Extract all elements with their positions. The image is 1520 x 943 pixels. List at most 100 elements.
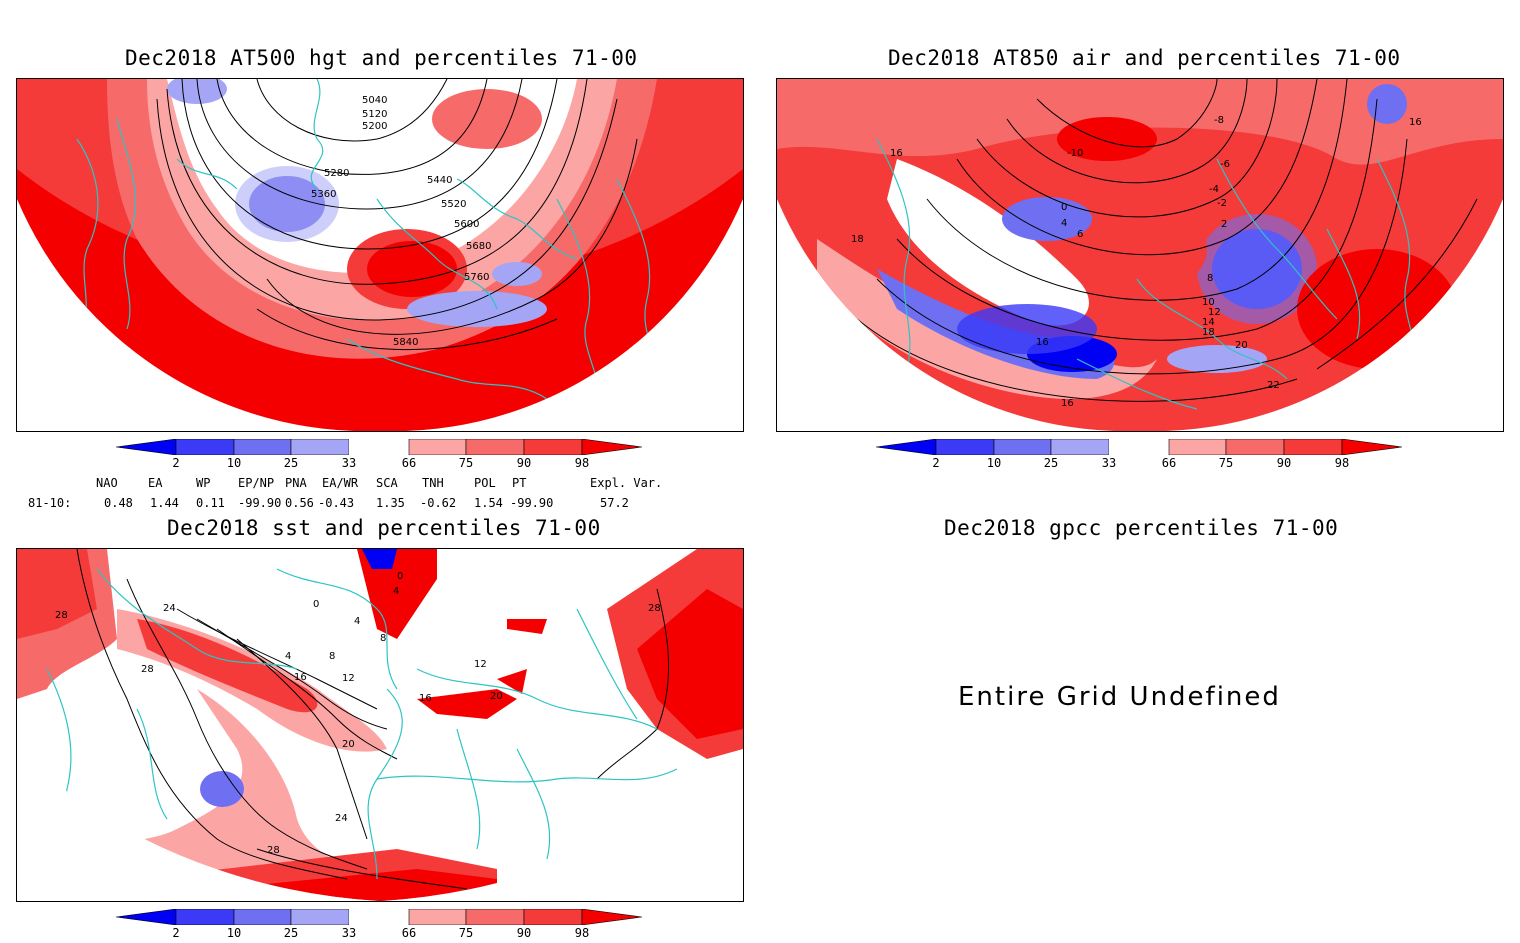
colorbar-sst-tick-label: 98 xyxy=(574,926,590,940)
index-header: PNA xyxy=(285,476,307,490)
air-contour-label: 0 xyxy=(1061,202,1067,213)
index-value: -0.43 xyxy=(318,496,355,510)
index-header-row: NAO EA WP EP/NP PNA EA/WR SCA TNH POL PT Expl. Var… xyxy=(0,476,760,492)
hgt-contour-label: 5520 xyxy=(441,199,466,210)
air-contour-label: 22 xyxy=(1267,380,1280,391)
air-contour-label: 6 xyxy=(1077,229,1083,240)
index-value: 1.35 xyxy=(376,496,405,510)
colorbar-air-swatch-below-2 xyxy=(876,439,937,455)
colorbar-air-tick-label: 66 xyxy=(1161,456,1177,470)
index-row-label: 81-10: xyxy=(28,496,72,510)
index-value: -99.90 xyxy=(238,496,282,510)
colorbar-air-tick-label: 2 xyxy=(932,456,940,470)
colorbar-sst-tick-label: 10 xyxy=(226,926,242,940)
colorbar-hgt-swatch-25-33 xyxy=(290,439,350,455)
colorbar-air-swatch-66-75 xyxy=(1168,439,1227,455)
air-map: -8 -10 -6 -4 -2 0 2 4 6 8 10 12 14 16 18… xyxy=(777,79,1503,431)
hgt-map: 5040 5120 5200 5280 5360 5440 5520 5600 … xyxy=(17,79,743,431)
colorbar-air-tick-label: 90 xyxy=(1276,456,1292,470)
air-map-panel: -8 -10 -6 -4 -2 0 2 4 6 8 10 12 14 16 18… xyxy=(776,78,1504,432)
index-header: Expl. Var. xyxy=(590,476,663,490)
air-contour-label: 10 xyxy=(1202,297,1215,308)
colorbar-hgt-swatch-66-75 xyxy=(408,439,467,455)
hgt-contour-label: 5680 xyxy=(466,241,491,252)
hgt-contour-label: 5840 xyxy=(393,337,418,348)
colorbar-hgt-swatch-2-10 xyxy=(175,439,235,455)
colorbar-hgt-tick-label: 2 xyxy=(172,456,180,470)
hgt-contour-label: 5360 xyxy=(311,189,336,200)
colorbar-sst-swatch-above-98 xyxy=(581,909,642,925)
sst-contour-label: 24 xyxy=(335,813,348,824)
colorbar-air-swatch-2-10 xyxy=(935,439,995,455)
index-header: EP/NP xyxy=(238,476,275,490)
colorbar-hgt-tick-label: 10 xyxy=(226,456,242,470)
colorbar-air: 2 10 25 33 66 75 90 98 xyxy=(876,439,1402,473)
colorbar-sst-tick-label: 33 xyxy=(341,926,357,940)
index-value: 1.44 xyxy=(150,496,179,510)
index-header: EA xyxy=(148,476,163,490)
gpcc-undefined-message: Entire Grid Undefined xyxy=(958,682,1281,712)
air-contour-label: 14 xyxy=(1202,317,1215,328)
index-header: WP xyxy=(196,476,211,490)
gpcc-panel-title: Dec2018 gpcc percentiles 71-00 xyxy=(944,516,1339,540)
sst-contour-label: 24 xyxy=(163,603,176,614)
hgt-contour-label: 5600 xyxy=(454,219,479,230)
sst-contour-label: 4 xyxy=(354,616,360,627)
sst-contour-label: 20 xyxy=(490,691,503,702)
index-header: SCA xyxy=(376,476,398,490)
sst-contour-label: 28 xyxy=(55,610,68,621)
colorbar-hgt-swatch-75-90 xyxy=(465,439,525,455)
air-contour-label: 4 xyxy=(1061,218,1067,229)
colorbar-hgt: 2 10 25 33 66 75 90 98 xyxy=(116,439,642,473)
index-header: PT xyxy=(512,476,527,490)
hgt-contour-label: 5200 xyxy=(362,121,387,132)
air-contour-label: 2 xyxy=(1221,219,1227,230)
colorbar-sst-tick-label: 25 xyxy=(283,926,299,940)
colorbar-sst-swatch-90-98 xyxy=(523,909,583,925)
air-panel-title: Dec2018 AT850 air and percentiles 71-00 xyxy=(888,46,1401,70)
air-contour-label: 12 xyxy=(1208,307,1221,318)
colorbar-sst-swatch-66-75 xyxy=(408,909,467,925)
sst-panel-title: Dec2018 sst and percentiles 71-00 xyxy=(167,516,601,540)
colorbar-hgt-tick-label: 98 xyxy=(574,456,590,470)
colorbar-hgt-swatch-above-98 xyxy=(581,439,642,455)
sst-map: 28 28 24 0 4 4 8 8 12 16 12 16 20 20 24 … xyxy=(17,549,743,901)
colorbar-air-swatches xyxy=(876,439,1402,455)
colorbar-sst-swatch-25-33 xyxy=(290,909,350,925)
air-contour-label: 20 xyxy=(1235,340,1248,351)
hgt-contour-label: 5760 xyxy=(464,272,489,283)
index-header: TNH xyxy=(422,476,444,490)
colorbar-hgt-tick-label: 90 xyxy=(516,456,532,470)
colorbar-air-swatch-25-33 xyxy=(1050,439,1110,455)
air-contour-label: -8 xyxy=(1214,115,1224,126)
index-value: 57.2 xyxy=(600,496,629,510)
air-contour-label: -6 xyxy=(1220,159,1230,170)
index-value: -0.62 xyxy=(420,496,457,510)
sst-contour-label: 28 xyxy=(141,664,154,675)
air-contour-label: 16 xyxy=(1409,117,1422,128)
index-value-row: 81-10: 0.48 1.44 0.11 -99.90 0.56 -0.43 1.35 -0… xyxy=(0,496,760,512)
index-value: 0.48 xyxy=(104,496,133,510)
index-header: NAO xyxy=(96,476,118,490)
colorbar-hgt-tick-label: 66 xyxy=(401,456,417,470)
colorbar-air-tick-label: 10 xyxy=(986,456,1002,470)
colorbar-sst-tick-label: 66 xyxy=(401,926,417,940)
colorbar-air-swatch-10-25 xyxy=(993,439,1052,455)
air-contour-label: 16 xyxy=(1036,337,1049,348)
hgt-contour-label: 5280 xyxy=(324,168,349,179)
hgt-contour-label: 5440 xyxy=(427,175,452,186)
colorbar-sst-swatch-below-2 xyxy=(116,909,177,925)
colorbar-sst-swatch-75-90 xyxy=(465,909,525,925)
colorbar-sst-tick-label: 2 xyxy=(172,926,180,940)
colorbar-air-tick-label: 75 xyxy=(1218,456,1234,470)
sst-contour-label: 8 xyxy=(380,633,386,644)
colorbar-sst: 2 10 25 33 66 75 90 98 xyxy=(116,909,642,943)
air-contour-label: 8 xyxy=(1207,273,1213,284)
colorbar-hgt-swatch-33-66 xyxy=(349,439,409,455)
air-contour-label: -2 xyxy=(1217,198,1227,209)
sst-contour-label: 4 xyxy=(285,651,291,662)
air-contour-label: 18 xyxy=(1202,327,1215,338)
sst-contour-label: 4 xyxy=(393,586,399,597)
index-value: 0.56 xyxy=(285,496,314,510)
colorbar-hgt-tick-label: 75 xyxy=(458,456,474,470)
